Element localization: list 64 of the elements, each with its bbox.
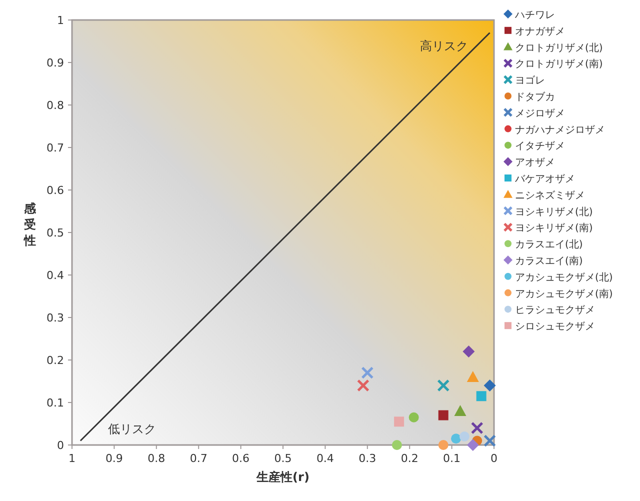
legend-label: クロトガリザメ(北) bbox=[515, 42, 603, 54]
legend-label: オナガザメ bbox=[515, 26, 565, 38]
y-tick-label: 0.3 bbox=[46, 312, 64, 324]
legend-label: ハチワレ bbox=[514, 10, 555, 21]
point bbox=[408, 412, 419, 422]
point bbox=[361, 366, 374, 379]
y-tick-label: 0.8 bbox=[46, 99, 64, 112]
y-axis-title: 感受性 bbox=[23, 202, 37, 248]
legend-label: ナガハナメジロザメ bbox=[515, 124, 605, 136]
point bbox=[438, 410, 448, 420]
x-tick-label: 0.4 bbox=[316, 452, 334, 465]
point bbox=[438, 440, 448, 450]
y-tick-label: 0.4 bbox=[46, 269, 64, 282]
legend-label: アカシュモクザメ(北) bbox=[515, 271, 613, 284]
legend-label: アオザメ bbox=[515, 158, 555, 169]
x-tick-label: 0 bbox=[490, 452, 498, 465]
point bbox=[451, 434, 462, 444]
annotation: 高リスク bbox=[420, 39, 468, 53]
x-tick-label: 0.8 bbox=[148, 452, 166, 465]
legend-label: ドタブカ bbox=[515, 91, 555, 103]
point bbox=[484, 434, 496, 447]
legend-label: アカシュモクザメ(南) bbox=[515, 288, 613, 300]
legend-label: ヨシキリザメ(南) bbox=[515, 222, 593, 234]
point bbox=[484, 380, 496, 392]
legend-label: ヨゴレ bbox=[515, 74, 545, 87]
point bbox=[356, 379, 370, 392]
legend-label: メジロザメ bbox=[515, 108, 565, 120]
x-tick-label: 0.1 bbox=[443, 452, 461, 465]
legend-label: カラスエイ(北) bbox=[515, 238, 583, 251]
x-tick-label: 0.7 bbox=[190, 452, 208, 465]
legend-label: シロシュモクザメ bbox=[515, 322, 595, 333]
x-tick-label: 0.2 bbox=[400, 452, 418, 465]
y-tick-label: 1 bbox=[57, 14, 64, 27]
x-tick-label: 0.9 bbox=[105, 452, 123, 465]
x-tick-label: 0.5 bbox=[274, 452, 292, 465]
legend-label: ヨシキリザメ(北) bbox=[515, 206, 593, 218]
x-axis-title: 生産性(r) bbox=[256, 470, 310, 484]
point bbox=[394, 416, 404, 427]
y-tick-label: 0 bbox=[57, 439, 64, 452]
point bbox=[454, 405, 466, 416]
x-tick-label: 0.6 bbox=[232, 452, 250, 465]
point bbox=[392, 440, 402, 450]
point bbox=[470, 422, 484, 434]
point bbox=[462, 346, 475, 358]
y-tick-label: 0.9 bbox=[46, 56, 64, 70]
x-tick-label: 1 bbox=[68, 452, 76, 465]
y-tick-label: 0.2 bbox=[46, 354, 64, 367]
legend-label: クロトガリザメ(南) bbox=[515, 58, 603, 70]
point bbox=[437, 379, 450, 392]
y-tick-label: 0.1 bbox=[46, 396, 64, 410]
y-tick-label: 0.6 bbox=[46, 184, 64, 197]
point bbox=[466, 371, 479, 382]
legend-label: イタチザメ bbox=[515, 141, 565, 152]
legend-label: カラスエイ(南) bbox=[515, 255, 583, 267]
legend-label: ヒラシュモクザメ bbox=[515, 305, 595, 316]
point bbox=[476, 391, 486, 402]
y-tick-label: 0.7 bbox=[46, 142, 64, 154]
point bbox=[459, 432, 470, 442]
legend-label: バケアオザメ bbox=[514, 174, 575, 185]
x-tick-label: 0.3 bbox=[358, 452, 376, 465]
y-tick-label: 0.5 bbox=[46, 226, 64, 240]
point bbox=[466, 439, 479, 451]
legend-label: ニシネズミザメ bbox=[515, 189, 585, 202]
annotation: 低リスク bbox=[108, 422, 156, 436]
